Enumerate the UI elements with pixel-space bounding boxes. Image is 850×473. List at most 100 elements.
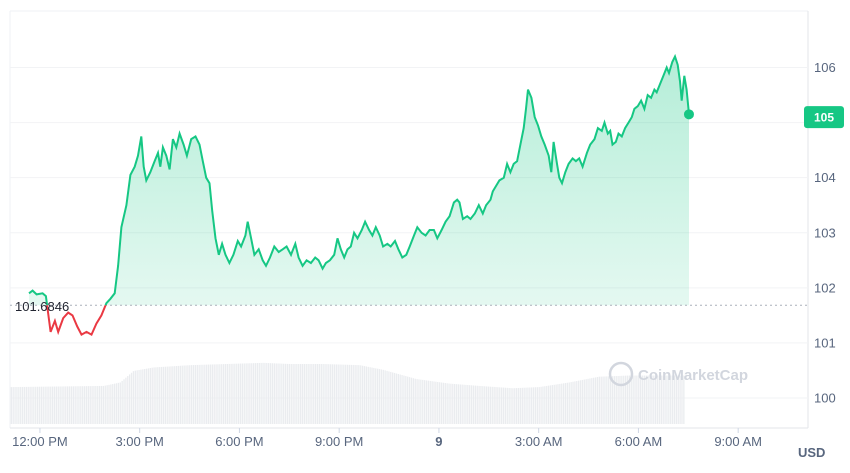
volume-bar xyxy=(78,386,80,424)
volume-bar xyxy=(313,364,315,424)
volume-bar xyxy=(95,386,97,424)
volume-bar xyxy=(489,386,492,424)
volume-bar xyxy=(442,382,445,424)
volume-bar xyxy=(624,375,627,424)
volume-bar xyxy=(275,363,277,424)
volume-bar xyxy=(315,364,317,424)
volume-bar xyxy=(386,370,388,424)
volume-bar xyxy=(683,375,685,424)
volume-bar xyxy=(608,376,610,424)
volume-bar xyxy=(454,384,456,424)
price-area-fill xyxy=(29,56,689,306)
volume-bar xyxy=(303,364,306,424)
volume-bar xyxy=(21,386,24,424)
volume-bar xyxy=(228,363,230,424)
volume-bar xyxy=(527,387,529,424)
volume-bar xyxy=(450,383,452,424)
coinmarketcap-logo-icon xyxy=(608,361,634,387)
volume-bar xyxy=(350,364,352,424)
volume-bar xyxy=(660,375,662,424)
current-price-badge xyxy=(804,106,844,129)
volume-bar xyxy=(145,368,148,424)
volume-bar xyxy=(294,364,296,424)
volume-bar xyxy=(63,386,65,424)
volume-bar xyxy=(299,364,302,424)
volume-bar xyxy=(219,364,221,424)
volume-bar xyxy=(360,365,362,424)
volume-bar xyxy=(495,387,497,424)
volume-bar xyxy=(253,363,255,424)
volume-bar xyxy=(619,375,621,424)
x-tick-label: 3:00 AM xyxy=(515,434,563,449)
volume-bar xyxy=(307,364,309,424)
volume-bar xyxy=(422,379,424,424)
volume-bar xyxy=(221,364,223,424)
volume-bar xyxy=(292,364,294,424)
volume-bar xyxy=(440,382,443,424)
x-tick-label: 9:00 AM xyxy=(714,434,762,449)
volume-bar xyxy=(181,365,183,424)
volume-bar xyxy=(429,380,431,424)
volume-bar xyxy=(35,386,37,424)
volume-bar xyxy=(160,366,163,424)
volume-bar xyxy=(517,387,520,424)
volume-bar xyxy=(129,374,131,424)
volume-bar xyxy=(476,385,478,424)
volume-bar xyxy=(568,382,570,424)
volume-bar xyxy=(412,378,414,424)
volume-bar xyxy=(352,364,354,424)
volume-bar xyxy=(407,376,409,424)
volume-bar xyxy=(331,364,334,424)
volume-bar xyxy=(401,375,403,424)
volume-bar xyxy=(566,382,569,424)
volume-bar xyxy=(653,375,655,424)
volume-bar xyxy=(679,375,681,424)
currency-label: USD xyxy=(798,445,825,460)
volume-bar xyxy=(516,388,518,424)
volume-bar xyxy=(380,369,383,424)
volume-bar xyxy=(132,371,135,424)
volume-bar xyxy=(365,366,368,424)
volume-bar xyxy=(172,366,174,424)
current-price-label: 105 xyxy=(814,111,834,125)
volume-bar xyxy=(89,386,91,424)
current-price-dot xyxy=(683,109,694,120)
volume-bar xyxy=(155,367,157,424)
volume-bar xyxy=(83,386,86,424)
volume-bar xyxy=(110,384,112,424)
volume-bar xyxy=(136,370,138,424)
volume-bar xyxy=(675,375,677,424)
y-tick-label: 101 xyxy=(814,335,836,350)
volume-bar xyxy=(632,375,634,424)
volume-bar xyxy=(192,365,195,424)
volume-bar xyxy=(602,376,604,424)
volume-bar xyxy=(425,380,428,424)
volume-bar xyxy=(286,363,289,424)
volume-bar xyxy=(668,375,670,424)
volume-bar xyxy=(266,362,268,424)
volume-bar xyxy=(115,383,118,424)
volume-bar xyxy=(600,376,602,424)
volume-bar xyxy=(611,376,614,424)
volume-bar xyxy=(508,387,510,424)
volume-bar xyxy=(457,384,460,424)
volume-bar xyxy=(36,386,39,424)
volume-bar xyxy=(666,375,668,424)
volume-bar xyxy=(448,383,450,424)
volume-bar xyxy=(20,386,22,424)
volume-bar xyxy=(48,386,50,424)
volume-bar xyxy=(502,387,505,424)
volume-bar xyxy=(589,378,591,424)
y-tick-label: 103 xyxy=(814,225,836,240)
volume-bar xyxy=(437,381,439,424)
volume-bar xyxy=(361,365,364,424)
volume-bar xyxy=(538,387,540,424)
volume-bar xyxy=(423,380,426,424)
volume-bar xyxy=(559,383,561,424)
volume-bar xyxy=(142,369,144,424)
volume-bar xyxy=(277,363,279,424)
volume-bar xyxy=(27,386,29,424)
volume-bar xyxy=(324,364,326,424)
x-tick-label: 9:00 PM xyxy=(315,434,363,449)
volume-bar xyxy=(427,380,430,424)
